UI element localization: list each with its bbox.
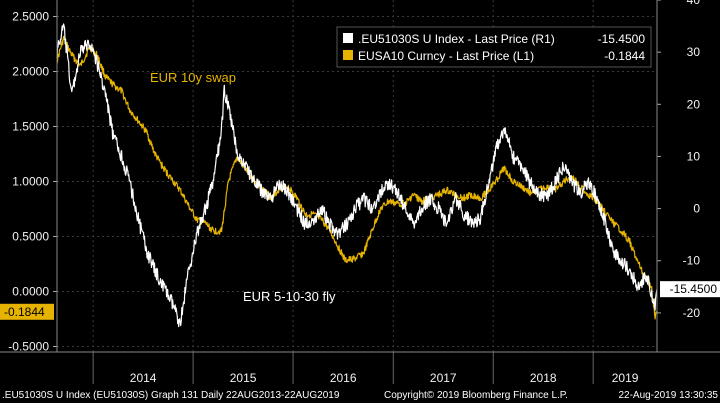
x-tick-label: 2016	[330, 371, 357, 385]
annotation-eur-10y-swap: EUR 10y swap	[150, 70, 236, 85]
footer-timestamp: 22-Aug-2019 13:30:35	[618, 390, 718, 401]
legend-value-swap: -0.1844	[604, 49, 645, 63]
y-left-tick-label: 2.5000	[12, 10, 49, 24]
x-tick-label: 2018	[530, 371, 557, 385]
footer-left: .EU51030S U Index (EU51030S) Graph 131 D…	[2, 390, 340, 401]
legend-value-fly: -15.4500	[598, 32, 646, 46]
y-right-tick-label: -10	[683, 254, 701, 268]
legend-label-swap: EUSA10 Curncy - Last Price (L1)	[358, 49, 534, 63]
axes: 2.5000 2.0000 1.5000 1.0000 0.5000 0.0000 -0.5…	[0, 0, 720, 385]
legend: .EU51030S U Index - Last Price (R1) -15.…	[336, 26, 652, 68]
y-left-tick-label: 1.5000	[12, 120, 49, 134]
x-tick-label: 2019	[612, 371, 639, 385]
series-line-eur-5-10-30-fly	[56, 23, 658, 328]
annotation-eur-5-10-30-fly: EUR 5-10-30 fly	[243, 289, 336, 304]
y-left-tick-label: 0.5000	[12, 230, 49, 244]
x-tick-label: 2017	[430, 371, 457, 385]
y-right-tick-label: 30	[687, 45, 701, 59]
series-layer	[56, 23, 658, 328]
series-line-eur-10y-swap	[56, 35, 658, 320]
flag-right-value: -15.4500	[670, 282, 718, 296]
y-right-tick-label: 20	[687, 97, 701, 111]
y-left-tick-label: 0.0000	[12, 285, 49, 299]
y-right-tick-label: -20	[683, 306, 701, 320]
legend-swatch-fly	[343, 33, 353, 43]
x-tick-label: 2015	[230, 371, 257, 385]
y-right-tick-label: 10	[687, 149, 701, 163]
last-value-flags: -0.1844 -15.4500	[0, 281, 720, 320]
legend-label-fly: .EU51030S U Index - Last Price (R1)	[358, 32, 555, 46]
legend-box	[336, 26, 652, 68]
y-left-tick-label: 2.0000	[12, 65, 49, 79]
x-tick-label: 2014	[130, 371, 157, 385]
y-left-tick-label: -0.5000	[8, 340, 49, 354]
flag-right-bg	[660, 281, 720, 298]
flag-left-bg	[0, 303, 54, 320]
flag-left-value: -0.1844	[4, 305, 45, 319]
y-right-tick-label: 40	[687, 0, 701, 7]
y-right-tick-label: 0	[693, 202, 700, 216]
legend-swatch-swap	[343, 50, 353, 60]
footer: .EU51030S U Index (EU51030S) Graph 131 D…	[0, 386, 720, 403]
footer-copyright: Copyright© 2019 Bloomberg Finance L.P.	[384, 390, 568, 401]
footer-bar	[0, 386, 720, 403]
y-left-tick-label: 1.0000	[12, 175, 49, 189]
